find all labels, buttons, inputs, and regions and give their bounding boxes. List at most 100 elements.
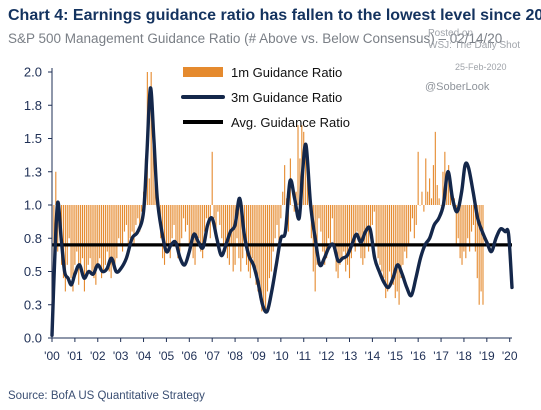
bar-1m [421, 191, 423, 205]
bar-1m [284, 165, 286, 205]
bar-1m [291, 205, 293, 206]
bar-1m [348, 205, 351, 279]
bar-1m [163, 205, 166, 265]
bar-1m [171, 205, 173, 239]
bar-1m [108, 205, 110, 272]
bar-1m [448, 165, 450, 205]
bar-1m [83, 205, 85, 292]
bar-1m [341, 205, 343, 259]
bar-1m [339, 205, 341, 265]
bar-1m [215, 205, 217, 232]
bar-1m [331, 205, 333, 219]
bar-1m [270, 205, 272, 272]
bar-1m [282, 191, 284, 205]
x-tick-label: '00 [44, 349, 60, 363]
bar-1m [89, 205, 91, 259]
bar-1m [390, 205, 393, 279]
legend-label: 1m Guidance Ratio [231, 65, 342, 80]
bar-1m [175, 205, 177, 245]
bar-1m [205, 205, 208, 219]
bar-1m [352, 205, 354, 245]
bar-1m [467, 205, 469, 239]
bar-1m [81, 205, 84, 259]
bar-1m [337, 205, 339, 279]
bar-1m [190, 205, 192, 239]
x-tick-label: '06 [181, 349, 197, 363]
bar-1m [276, 205, 278, 225]
bar-1m [413, 205, 415, 239]
bar-1m [396, 205, 398, 292]
bar-1m [223, 205, 225, 245]
bar-1m [259, 205, 261, 299]
bar-1m [371, 205, 373, 225]
bar-1m [446, 178, 448, 205]
x-tick-label: '14 [365, 349, 381, 363]
bar-1m [68, 205, 70, 239]
bar-1m [114, 205, 116, 272]
bar-1m [85, 205, 87, 279]
bar-1m [415, 205, 417, 225]
bar-1m [91, 205, 93, 272]
bar-1m [297, 125, 299, 205]
bar-1m [122, 205, 124, 252]
bar-1m [101, 205, 103, 279]
bar-1m [356, 205, 358, 232]
bar-1m [419, 205, 421, 206]
bar-1m [66, 205, 68, 265]
bar-1m [240, 205, 242, 272]
x-tick-label: '13 [342, 349, 358, 363]
bar-1m [177, 205, 179, 259]
bar-1m [457, 205, 459, 239]
bar-1m [377, 205, 379, 259]
bar-1m [293, 205, 295, 212]
y-tick-label: 1.5 [24, 131, 42, 146]
bar-1m [434, 131, 436, 205]
bar-1m [318, 205, 320, 219]
bar-1m [465, 205, 467, 259]
legend: 1m Guidance Ratio 3m Guidance Ratio Avg. G… [181, 65, 350, 130]
bar-1m [184, 205, 187, 232]
bar-1m [476, 205, 478, 279]
chart-title: Chart 4: Earnings guidance ratio has fal… [8, 7, 541, 24]
bar-1m [139, 205, 141, 232]
bar-1m [411, 205, 413, 219]
x-tick-label: '19 [479, 349, 495, 363]
bar-1m [186, 205, 188, 225]
bar-1m [183, 205, 185, 219]
legend-label: 3m Guidance Ratio [231, 90, 342, 105]
watermark-handle: @SoberLook [425, 81, 490, 93]
bar-1m [429, 178, 431, 205]
bar-1m [204, 205, 206, 232]
bar-1m [221, 205, 223, 239]
x-tick-label: '15 [387, 349, 403, 363]
x-tick-label: '18 [456, 349, 472, 363]
bar-1m [432, 165, 434, 205]
bar-1m [417, 151, 419, 205]
bar-1m [383, 205, 385, 279]
bar-1m [217, 205, 219, 212]
bar-1m [106, 205, 108, 252]
bar-1m [430, 198, 433, 205]
bar-1m [76, 205, 78, 252]
x-tick-label: '09 [250, 349, 266, 363]
bar-1m [64, 205, 66, 292]
bar-1m [389, 205, 391, 272]
bar-1m [438, 198, 440, 205]
bar-1m [461, 205, 463, 265]
bar-1m [400, 205, 402, 279]
bar-1m [244, 205, 246, 232]
y-tick-label: 0.0 [24, 331, 42, 346]
bar-1m [322, 205, 324, 252]
bar-1m [436, 185, 438, 205]
bar-1m [62, 205, 64, 279]
bar-1m [329, 205, 331, 245]
x-tick-label: '04 [136, 349, 152, 363]
y-tick-label: 1.0 [24, 198, 42, 213]
bar-1m [148, 178, 150, 205]
bar-1m [226, 205, 228, 259]
bar-1m [219, 205, 221, 225]
chart-subtitle: S&P 500 Management Guidance Ratio (# Abo… [8, 31, 503, 46]
bar-1m [320, 205, 322, 232]
bar-1m [230, 205, 232, 245]
bar-1m [472, 205, 475, 225]
